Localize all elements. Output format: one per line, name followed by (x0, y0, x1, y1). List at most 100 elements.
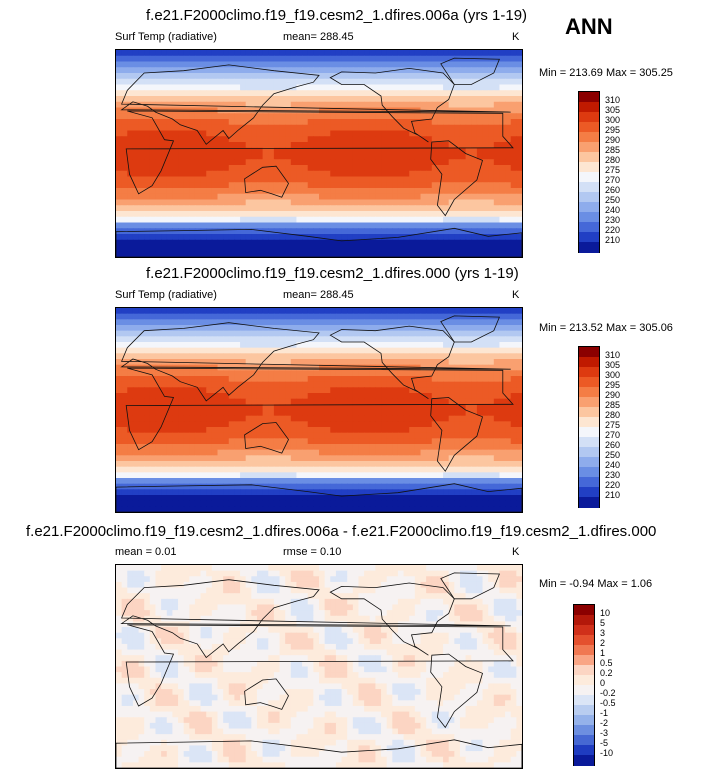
map-field-cell (211, 438, 219, 445)
map-field-cell (116, 404, 123, 411)
map-field-cell (149, 444, 157, 451)
map-field-cell (341, 353, 348, 360)
map-field-cell (116, 410, 123, 417)
map-field-cell (217, 124, 224, 132)
map-field-cell (341, 228, 348, 235)
map-field-cell (341, 319, 348, 326)
map-field-cell (161, 50, 168, 57)
map-field-cell (431, 119, 439, 126)
map-field-cell (319, 370, 326, 377)
map-field-cell (465, 461, 472, 468)
map-field-cell (409, 216, 416, 224)
map-field-cell (256, 205, 264, 212)
map-field-cell (476, 124, 484, 132)
map-field-cell (132, 170, 140, 178)
map-field-cell (268, 73, 275, 80)
map-field-cell (262, 211, 269, 218)
map-field-cell (313, 444, 320, 451)
map-field-cell (234, 55, 241, 63)
map-field-cell (488, 78, 495, 86)
map-field-cell (516, 130, 522, 137)
map-field-cell (262, 90, 269, 97)
map-field-cell (426, 489, 433, 496)
map-field-cell (364, 398, 371, 405)
map-field-cell (256, 147, 264, 155)
map-field-cell (296, 199, 303, 206)
map-field-cell (155, 170, 162, 178)
map-field-cell (493, 359, 501, 366)
map-field-cell (516, 90, 522, 97)
map-field-cell (211, 381, 219, 388)
map-field-cell (397, 113, 405, 120)
map-field-cell (482, 61, 489, 68)
map-field-cell (256, 55, 264, 63)
map-field-cell (375, 393, 382, 400)
map-field-cell (324, 398, 331, 405)
map-field-cell (256, 234, 264, 241)
map-field-cell (358, 84, 365, 91)
map-field-cell (420, 182, 427, 189)
map-field-cell (149, 216, 157, 224)
map-field-cell (499, 472, 506, 479)
map-field-cell (302, 61, 309, 68)
map-field-cell (296, 483, 303, 490)
map-field-cell (194, 444, 202, 451)
map-field-cell (200, 359, 207, 366)
map-field-cell (273, 124, 281, 132)
map-field-cell (471, 325, 478, 332)
map-field-cell (313, 381, 320, 388)
map-field-cell (505, 483, 512, 490)
map-field-cell (324, 136, 331, 143)
map-field-cell (352, 216, 360, 224)
map-field-cell (319, 61, 326, 68)
map-field-cell (178, 216, 185, 224)
map-field-cell (459, 398, 467, 405)
map-field-cell (240, 415, 247, 422)
map-field-cell (499, 165, 506, 172)
map-field-cell (144, 342, 151, 349)
map-field-cell (465, 78, 472, 86)
map-field-cell (448, 427, 455, 434)
map-field-cell (307, 50, 314, 57)
map-field-cell (358, 449, 365, 456)
map-field-cell (166, 113, 173, 120)
map-field-cell (166, 444, 173, 451)
map-field-cell (251, 478, 258, 485)
map-field-cell (138, 325, 145, 332)
map-field-cell (352, 444, 360, 451)
map-field-cell (138, 245, 145, 252)
map-field-cell (437, 234, 444, 241)
map-field-cell (223, 159, 230, 166)
map-field-cell (285, 489, 292, 496)
map-field-cell (319, 170, 326, 178)
map-field-cell (352, 347, 360, 354)
map-field-cell (324, 489, 331, 496)
map-field-cell (279, 182, 286, 189)
map-field-cell (420, 205, 427, 212)
map-field-cell (155, 55, 162, 63)
map-field-cell (516, 211, 522, 218)
map-field-cell (347, 73, 354, 80)
map-field-cell (414, 107, 422, 114)
map-field-cell (352, 393, 360, 400)
map-field-cell (499, 142, 506, 149)
map-field-cell (290, 205, 298, 212)
map-field-cell (251, 55, 258, 63)
map-field-cell (437, 136, 444, 143)
map-field-cell (223, 325, 230, 332)
map-field-cell (132, 239, 140, 247)
map-field-cell (217, 381, 224, 388)
colorbar-swatch (579, 162, 599, 173)
map-field-cell (414, 444, 422, 451)
map-field-cell (319, 251, 326, 257)
map-field-cell (505, 216, 512, 224)
map-field-cell (330, 205, 337, 212)
map-field-cell (324, 342, 331, 349)
map-field-cell (228, 415, 236, 422)
map-field-cell (223, 478, 230, 485)
map-field-cell (505, 421, 512, 428)
map-field-cell (358, 182, 365, 189)
map-field-cell (476, 478, 484, 485)
map-field-cell (482, 67, 489, 74)
map-field-cell (116, 308, 123, 315)
